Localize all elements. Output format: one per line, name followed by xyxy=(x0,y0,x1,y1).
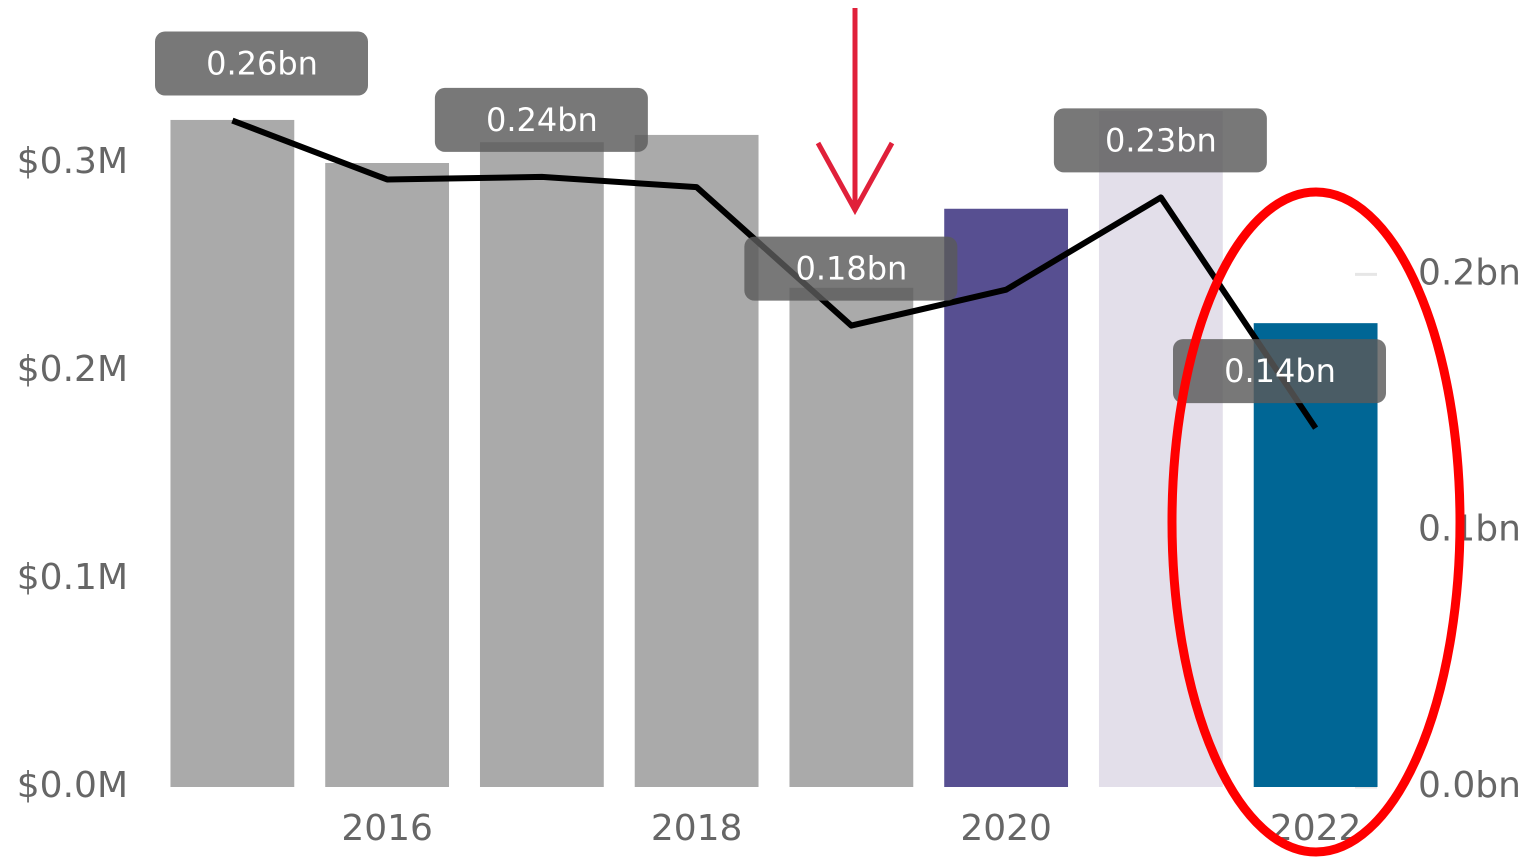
annotations xyxy=(815,8,1465,857)
x-tick-label: 2016 xyxy=(341,808,433,849)
x-tick-label: 2018 xyxy=(651,808,743,849)
y-tick-label: $0.1M xyxy=(17,557,128,598)
data-label-box xyxy=(744,236,958,301)
bar xyxy=(325,163,450,787)
data-label: 0.24bn xyxy=(486,101,598,139)
data-label-box xyxy=(434,87,648,152)
data-label: 0.18bn xyxy=(795,250,907,288)
data-labels: 0.26bn 0.24bn 0.18bn 0.23bn 0.14bn xyxy=(155,31,1386,404)
x-tick-label: 2020 xyxy=(960,808,1052,849)
y-tick-label: $0.0M xyxy=(17,765,128,806)
bar xyxy=(789,287,914,787)
bar xyxy=(170,119,295,788)
y2-tick-label: 0.0bn xyxy=(1418,765,1521,806)
data-label: 0.23bn xyxy=(1105,121,1217,159)
bar xyxy=(479,142,604,787)
bar xyxy=(634,134,759,788)
data-label-box xyxy=(1173,339,1386,404)
bars xyxy=(170,111,1378,788)
y2-tick-label: 0.1bn xyxy=(1418,509,1521,550)
axes: $0.0M $0.1M $0.2M $0.3M 0.0bn 0.1bn 0.2bn 2016 2… xyxy=(17,141,1521,849)
y-tick-label: $0.2M xyxy=(17,349,128,390)
data-label: 0.14bn xyxy=(1224,352,1336,390)
highlight-ellipse xyxy=(1167,187,1465,857)
data-label-box xyxy=(1053,108,1267,173)
data-label: 0.26bn xyxy=(206,45,318,83)
bar xyxy=(944,208,1069,787)
arrow-head xyxy=(815,141,895,216)
y2-tick-label: 0.2bn xyxy=(1418,252,1521,293)
y-tick-label: $0.3M xyxy=(17,141,128,182)
data-label-box xyxy=(155,31,368,96)
bar xyxy=(1098,111,1223,787)
